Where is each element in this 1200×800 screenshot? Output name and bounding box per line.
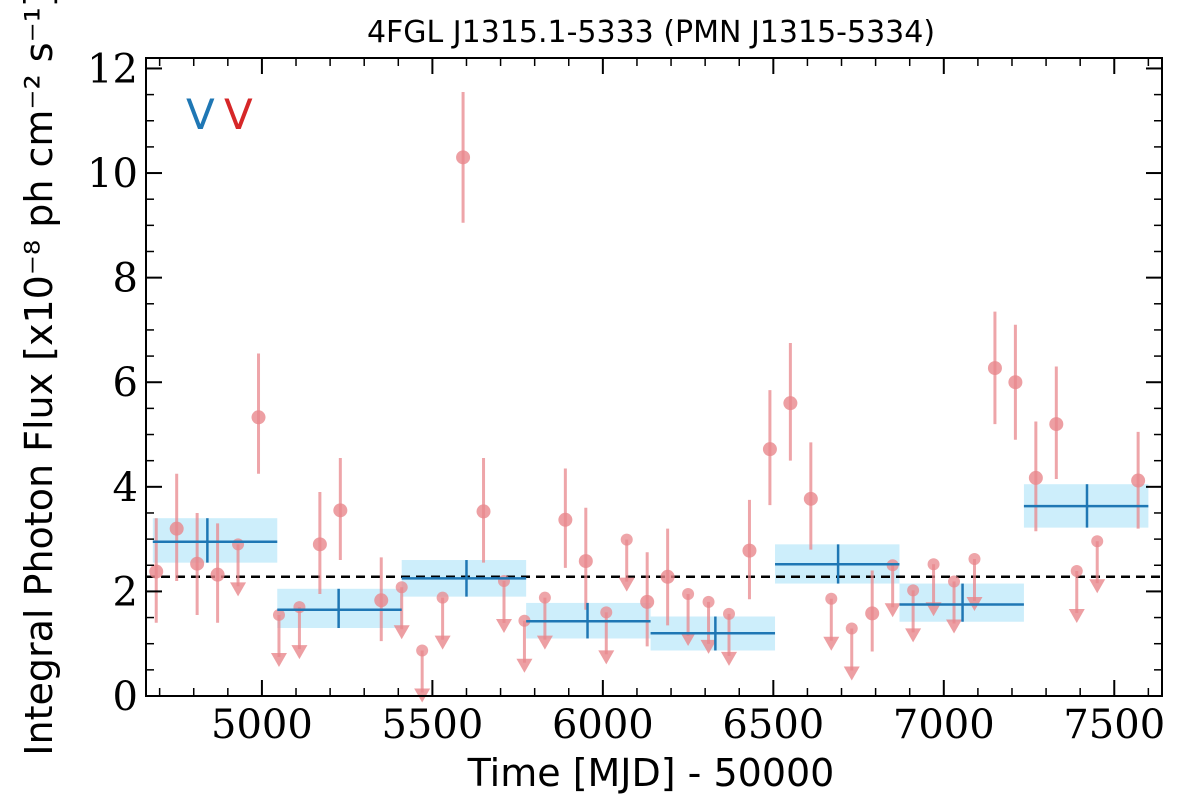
detection-point-14 — [742, 543, 757, 558]
x-tick-label-3: 6500 — [722, 702, 824, 748]
upper-limit-arrow-15 — [843, 666, 860, 681]
y-axis-label: Integral Photon Flux [x10⁻⁸ ph cm⁻² s⁻¹] — [17, 0, 61, 756]
x-axis-label: Time [MJD] - 50000 — [467, 751, 835, 795]
detection-point-4 — [251, 410, 266, 425]
upper-limit-arrow-10 — [618, 577, 635, 592]
plot-area — [146, 91, 1162, 703]
detection-point-18 — [865, 606, 880, 621]
detection-point-21 — [1028, 470, 1043, 485]
upper-limit-arrow-7 — [516, 658, 533, 673]
detection-point-7 — [374, 593, 389, 608]
x-tick-label-4: 7000 — [893, 702, 995, 748]
detection-point-1 — [169, 521, 184, 536]
detection-point-16 — [783, 396, 798, 411]
detection-point-20 — [1008, 375, 1023, 390]
upper-limit-arrow-8 — [536, 635, 553, 650]
x-tick-label-1: 5500 — [381, 702, 483, 748]
detection-point-3 — [210, 567, 225, 582]
upper-limit-arrow-1 — [270, 652, 287, 667]
upper-limit-arrow-6 — [495, 618, 512, 633]
y-tick-label-4: 8 — [113, 256, 138, 302]
y-tick-label-3: 6 — [113, 360, 138, 406]
upper-limit-arrow-0 — [230, 582, 247, 597]
detection-point-23 — [1131, 473, 1146, 488]
detection-point-2 — [190, 556, 205, 571]
detection-point-13 — [660, 569, 675, 584]
x-tick-label-2: 6000 — [552, 702, 654, 748]
detection-point-11 — [578, 554, 593, 569]
upper-limit-arrow-21 — [1068, 609, 1085, 624]
legend-marker-0: V — [186, 90, 215, 139]
detection-point-6 — [333, 503, 348, 518]
detection-point-0 — [149, 564, 164, 579]
upper-limit-arrow-9 — [598, 650, 615, 665]
upper-limit-arrow-11 — [680, 632, 697, 647]
upper-limit-arrow-13 — [721, 651, 738, 666]
detection-point-22 — [1049, 417, 1064, 432]
y-tick-label-1: 2 — [113, 569, 138, 615]
detection-point-5 — [312, 537, 327, 552]
chart-title: 4FGL J1315.1-5333 (PMN J1315-5334) — [367, 15, 935, 50]
y-tick-label-5: 10 — [87, 151, 138, 197]
y-tick-label-6: 12 — [87, 46, 138, 92]
detection-point-12 — [640, 594, 655, 609]
detection-point-9 — [476, 504, 491, 519]
detection-point-17 — [803, 491, 818, 506]
upper-limit-arrow-14 — [823, 636, 840, 651]
x-tick-label-5: 7500 — [1063, 702, 1165, 748]
upper-limit-arrow-2 — [291, 645, 308, 660]
detection-point-19 — [987, 361, 1002, 376]
plot-frame — [145, 57, 1163, 697]
x-tick-label-0: 5000 — [211, 702, 313, 748]
upper-limit-arrow-16 — [884, 603, 901, 618]
upper-limit-arrow-5 — [434, 635, 451, 650]
detection-point-8 — [456, 150, 471, 165]
upper-limit-arrow-3 — [393, 625, 410, 640]
y-tick-label-2: 4 — [113, 465, 138, 511]
upper-limit-arrow-12 — [700, 639, 717, 654]
y-tick-label-0: 0 — [113, 674, 138, 720]
detection-point-15 — [762, 442, 777, 457]
axes: 5000 5500 6000 6500 7000 7500 0 2 4 6 8 10 12 — [87, 46, 1165, 748]
legend-marker-1: V — [224, 90, 253, 139]
upper-limit-arrow-22 — [1089, 579, 1106, 594]
upper-limit-arrow-19 — [946, 619, 963, 634]
detection-point-10 — [558, 512, 573, 527]
upper-limit-arrow-17 — [905, 628, 922, 643]
